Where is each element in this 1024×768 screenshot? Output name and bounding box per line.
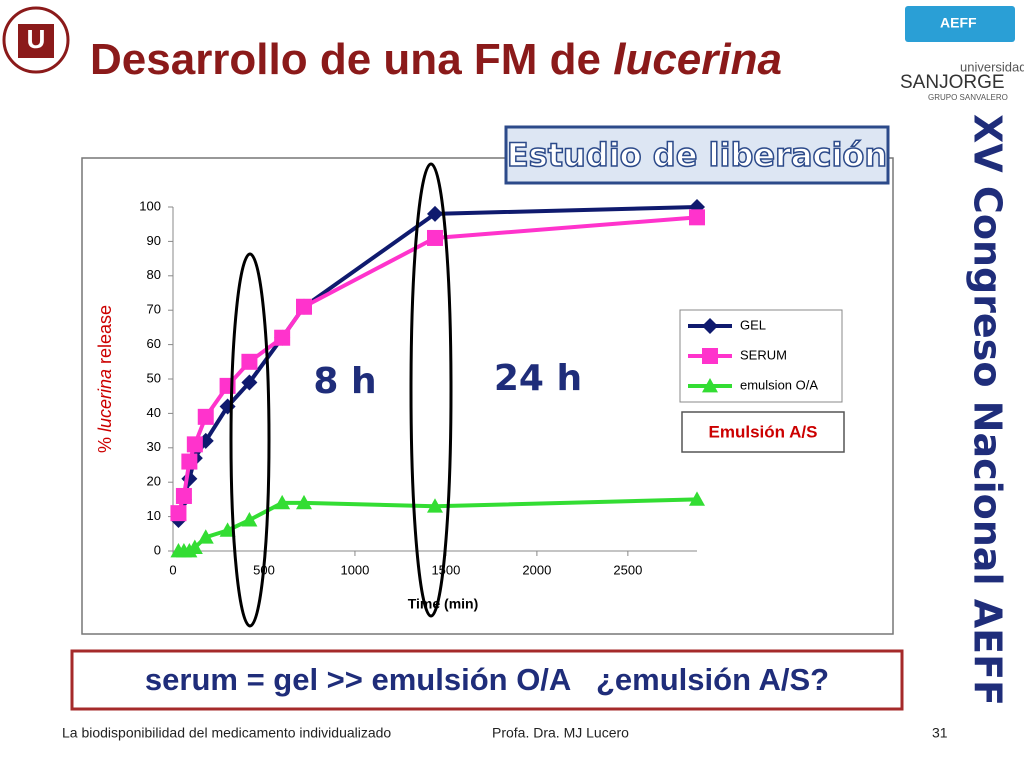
marker — [186, 436, 203, 453]
conclusion-text: serum = gel >> emulsión O/A ¿emulsión A/… — [145, 662, 829, 697]
x-tick-label: 0 — [169, 562, 176, 577]
marker — [241, 374, 258, 391]
logo-text: SANJORGE — [900, 72, 1005, 93]
y-tick-label: 0 — [154, 542, 161, 557]
logo-right: AEFF universidad SANJORGE GRUPO SANVALER… — [900, 6, 1024, 102]
y-tick-label: 80 — [147, 267, 161, 282]
marker — [241, 353, 258, 370]
marker — [427, 498, 443, 513]
label-24h: 24 h — [494, 358, 582, 399]
y-tick-label: 50 — [147, 370, 161, 385]
marker — [186, 539, 203, 554]
x-tick-label: 1000 — [340, 562, 369, 577]
marker — [181, 453, 198, 470]
box-legend — [681, 411, 845, 453]
y-tick-label: 40 — [147, 405, 161, 420]
y-label-part: release — [95, 305, 115, 369]
y-tick-label: 10 — [147, 508, 161, 523]
conclusion-box — [70, 649, 904, 711]
y-tick-label: 20 — [147, 474, 161, 489]
title: Desarrollo de una FM de lucerina — [90, 35, 782, 84]
logo-left: U — [2, 6, 70, 74]
marker — [274, 329, 291, 346]
y-label-part: % — [95, 432, 115, 453]
marker — [689, 209, 705, 226]
y-tick-label: 30 — [147, 439, 161, 454]
marker — [175, 487, 192, 504]
x-tick-label: 1500 — [431, 562, 460, 577]
marker — [702, 318, 718, 334]
box-legend-text: Emulsión A/S — [709, 422, 818, 441]
footer-center: Profa. Dra. MJ Lucero — [492, 725, 629, 741]
legend-entries: GEL SERUM emulsion O/A — [688, 317, 818, 392]
title-main: Desarrollo de una FM de — [90, 35, 613, 84]
svg-text:AEFF: AEFF — [940, 15, 977, 31]
y-tick-label: 90 — [147, 233, 161, 248]
y-tick-label: 100 — [139, 198, 161, 213]
x-axis-label: Time (min) — [408, 596, 479, 612]
legend-label: emulsion O/A — [740, 377, 818, 392]
marker — [296, 494, 312, 510]
title-italic: lucerina — [613, 35, 782, 84]
footer-left: La biodisponibilidad del medicamento ind… — [62, 725, 391, 741]
marker — [241, 512, 258, 527]
y-tick-label: 60 — [147, 336, 161, 351]
logo-text: GRUPO SANVALERO — [928, 93, 1008, 102]
marker — [689, 491, 705, 506]
side-title: XV Congreso Nacional AEFF — [966, 114, 1010, 706]
logo-text: universidad — [960, 59, 1024, 74]
page-number: 31 — [932, 725, 948, 741]
marker — [702, 348, 718, 364]
y-label-part: lucerina — [95, 369, 115, 432]
x-tick-label: 2000 — [522, 562, 551, 577]
marker — [219, 522, 236, 537]
marker — [427, 229, 443, 246]
marker — [197, 529, 214, 544]
legend-label: SERUM — [740, 347, 787, 362]
y-tick-label: 70 — [147, 302, 161, 317]
marker — [197, 408, 214, 425]
legend-label: GEL — [740, 317, 766, 332]
marker — [170, 505, 187, 522]
ellipse-8h — [229, 252, 271, 628]
box-top-text: Estudio de liberación — [507, 136, 887, 174]
label-8h: 8 h — [313, 361, 376, 402]
y-axis-label: % lucerina release — [95, 305, 115, 453]
x-tick-label: 2500 — [613, 562, 642, 577]
marker — [296, 298, 312, 315]
svg-text:U: U — [27, 24, 46, 54]
box-top — [504, 125, 890, 185]
marker — [427, 205, 443, 222]
marker — [702, 378, 718, 393]
ellipse-24h — [409, 162, 453, 618]
marker — [274, 494, 291, 510]
